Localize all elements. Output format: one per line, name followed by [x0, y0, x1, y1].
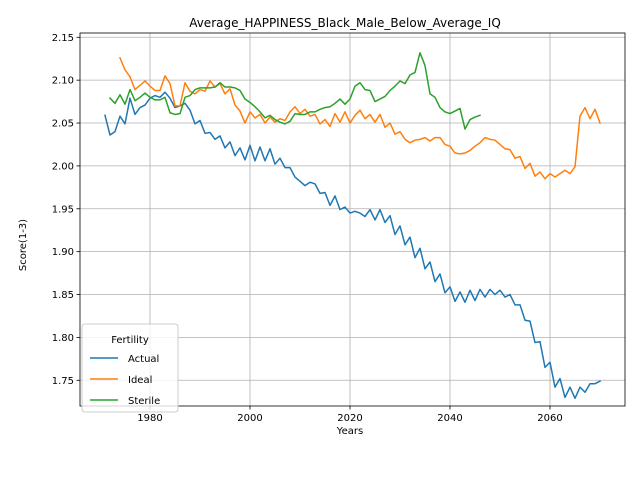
x-tick-label: 2020: [337, 413, 362, 424]
y-tick-label: 2.05: [52, 119, 74, 130]
x-gridlines: [149, 33, 551, 406]
y-tick-label: 1.95: [52, 204, 74, 215]
y-axis-ticks: 1.75 1.80 1.85 1.90 1.95 2.00 2.05 2.10 2.15: [52, 33, 80, 387]
x-tick-label: 1980: [137, 413, 162, 424]
y-tick-label: 2.10: [52, 76, 74, 87]
y-tick-label: 1.85: [52, 290, 74, 301]
legend-box: [81, 323, 179, 413]
series-line-actual: [104, 91, 602, 400]
legend-title: Fertility: [111, 335, 149, 346]
y-tick-label: 2.00: [52, 161, 74, 172]
y-tick-label: 2.15: [52, 33, 74, 44]
series-line-sterile: [108, 51, 481, 130]
plot-frame: [79, 32, 626, 407]
chart-title: Average_HAPPINESS_Black_Male_Below_Avera…: [189, 16, 501, 30]
series-line-ideal: [119, 56, 601, 180]
y-tick-label: 1.75: [52, 376, 74, 387]
x-tick-label: 2000: [237, 413, 262, 424]
y-tick-label: 1.80: [52, 333, 74, 344]
x-axis-title: Years: [336, 426, 363, 437]
y-tick-label: 1.90: [52, 247, 74, 258]
legend-label-actual: Actual: [128, 354, 159, 365]
legend: Fertility Actual Ideal Sterile: [81, 323, 179, 413]
x-tick-label: 2060: [537, 413, 562, 424]
legend-label-ideal: Ideal: [128, 375, 152, 386]
legend-label-sterile: Sterile: [128, 396, 160, 407]
x-tick-label: 2040: [437, 413, 462, 424]
series-layer: [104, 51, 602, 400]
y-axis-title: Score(1-3): [18, 219, 29, 271]
